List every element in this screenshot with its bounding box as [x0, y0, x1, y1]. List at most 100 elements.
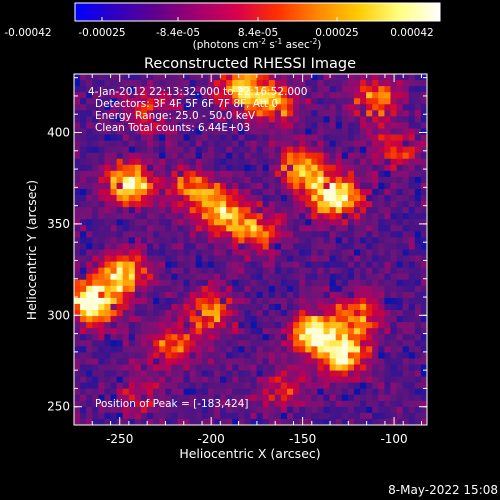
heatmap-cell: [414, 164, 422, 172]
heatmap-cell: [122, 207, 130, 214]
heatmap-cell: [213, 219, 221, 226]
heatmap-cell: [177, 255, 185, 263]
heatmap-cell: [165, 110, 172, 117]
heatmap-cell: [244, 243, 252, 251]
heatmap-cell: [92, 219, 99, 226]
heatmap-cell: [329, 297, 337, 305]
heatmap-cell: [378, 297, 385, 305]
heatmap-cell: [147, 261, 154, 269]
heatmap-cell: [122, 297, 130, 305]
heatmap-cell: [378, 322, 385, 329]
heatmap-cell: [293, 418, 300, 425]
heatmap-cell: [207, 195, 215, 202]
heatmap-cell: [420, 231, 427, 238]
heatmap-cell: [280, 128, 288, 136]
heatmap-cell: [420, 412, 427, 420]
heatmap-cell: [420, 279, 427, 287]
heatmap-cell: [74, 303, 81, 311]
heatmap-cell: [366, 394, 373, 402]
heatmap-cell: [250, 418, 258, 425]
heatmap-cell: [134, 340, 142, 347]
heatmap-cell: [396, 164, 404, 172]
heatmap-cell: [280, 158, 288, 166]
heatmap-cell: [317, 207, 325, 214]
heatmap-cell: [159, 201, 166, 208]
heatmap-cell: [329, 219, 337, 226]
heatmap-cell: [165, 261, 172, 269]
heatmap-cell: [299, 370, 306, 378]
heatmap-cell: [110, 225, 118, 232]
heatmap-cell: [396, 346, 404, 353]
heatmap-cell: [378, 279, 385, 287]
heatmap-cell: [140, 98, 148, 105]
heatmap-cell: [177, 158, 185, 166]
heatmap-cell: [147, 376, 154, 384]
heatmap-cell: [159, 219, 166, 226]
heatmap-cell: [262, 80, 270, 87]
heatmap-cell: [366, 74, 373, 81]
heatmap-cell: [177, 219, 185, 226]
heatmap-cell: [402, 376, 410, 384]
heatmap-cell: [159, 346, 166, 353]
heatmap-cell: [317, 279, 325, 287]
heatmap-cell: [372, 80, 379, 87]
heatmap-cell: [366, 207, 373, 214]
heatmap-cell: [384, 176, 392, 184]
heatmap-cell: [165, 376, 172, 384]
heatmap-cell: [86, 231, 93, 238]
heatmap-cell: [98, 164, 106, 172]
heatmap-cell: [201, 370, 209, 378]
heatmap-cell: [244, 225, 252, 232]
heatmap-cell: [159, 364, 166, 372]
heatmap-cell: [305, 152, 312, 160]
heatmap-cell: [104, 358, 112, 366]
heatmap-cell: [86, 201, 93, 208]
heatmap-cell: [287, 86, 294, 93]
heatmap-cell: [220, 279, 227, 287]
heatmap-cell: [335, 122, 343, 130]
heatmap-cell: [110, 267, 118, 275]
heatmap-cell: [110, 110, 118, 117]
heatmap-cell: [220, 98, 227, 105]
heatmap-cell: [104, 213, 112, 220]
heatmap-cell: [110, 152, 118, 160]
heatmap-cell: [341, 80, 349, 87]
x-tick-label: -250: [106, 432, 133, 446]
heatmap-cell: [80, 322, 87, 329]
heatmap-cell: [226, 207, 233, 214]
heatmap-cell: [244, 370, 252, 378]
heatmap-cell: [378, 176, 385, 184]
heatmap-cell: [268, 273, 276, 281]
heatmap-cell: [317, 267, 325, 275]
heatmap-cell: [189, 267, 197, 275]
heatmap-cell: [92, 249, 99, 257]
heatmap-cell: [140, 328, 148, 335]
heatmap-cell: [201, 146, 209, 154]
heatmap-cell: [274, 316, 282, 323]
heatmap-cell: [262, 207, 270, 214]
heatmap-cell: [323, 340, 331, 347]
heatmap-cell: [74, 346, 81, 353]
heatmap-cell: [396, 80, 404, 87]
heatmap-cell: [353, 92, 361, 99]
heatmap-cell: [74, 382, 81, 390]
heatmap-cell: [122, 158, 130, 166]
heatmap-cell: [80, 213, 87, 220]
heatmap-cell: [207, 243, 215, 251]
heatmap-cell: [262, 297, 270, 305]
heatmap-cell: [274, 267, 282, 275]
heatmap-cell: [171, 370, 179, 378]
heatmap-cell: [408, 140, 416, 148]
heatmap-cell: [366, 219, 373, 226]
heatmap-cell: [201, 116, 209, 124]
heatmap-cell: [195, 207, 203, 214]
heatmap-cell: [280, 382, 288, 390]
heatmap-cell: [232, 110, 239, 117]
heatmap-cell: [201, 80, 209, 87]
heatmap-cell: [122, 98, 130, 105]
heatmap-cell: [402, 176, 410, 184]
heatmap-cell: [341, 116, 349, 124]
heatmap-cell: [183, 394, 191, 402]
heatmap-cell: [177, 134, 185, 142]
heatmap-cell: [116, 158, 124, 166]
